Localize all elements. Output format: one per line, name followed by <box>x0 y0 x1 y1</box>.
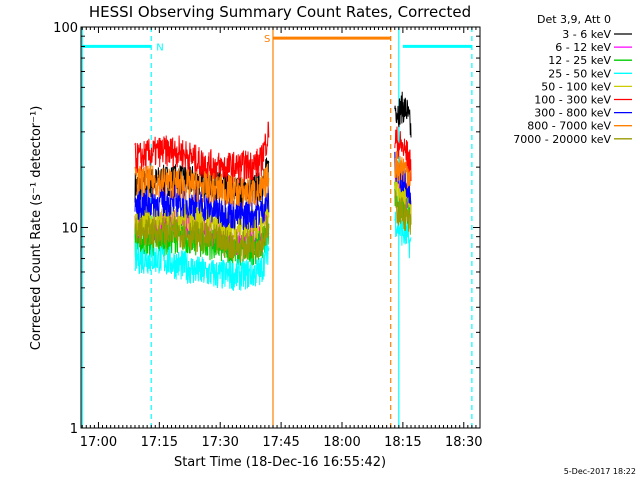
legend-label: 300 - 800 keV <box>534 107 611 120</box>
legend-label: 100 - 300 keV <box>534 94 611 107</box>
series-line <box>394 150 412 189</box>
series-line <box>394 170 412 222</box>
y-tick-label: 10 <box>61 222 78 237</box>
x-tick-label: 18:30 <box>445 435 482 450</box>
x-tick-label: 18:00 <box>323 435 360 450</box>
x-axis-label: Start Time (18-Dec-16 16:55:42) <box>174 455 386 470</box>
y-axis-label: Corrected Count Rate (s⁻¹ detector⁻¹) <box>29 106 44 351</box>
footer-date: 5-Dec-2017 18:22 <box>564 467 636 476</box>
series-line <box>394 91 412 138</box>
series-line <box>394 190 412 235</box>
legend-header: Det 3,9, Att 0 <box>537 13 611 26</box>
chart-title: HESSI Observing Summary Count Rates, Cor… <box>89 3 471 21</box>
legend-label: 25 - 50 keV <box>548 67 611 80</box>
x-tick-label: 17:30 <box>201 435 238 450</box>
series-line <box>134 237 270 291</box>
legend-label: 3 - 6 keV <box>562 28 611 41</box>
annotation-label: S <box>264 34 270 45</box>
legend-label: 6 - 12 keV <box>555 41 611 54</box>
legend-label: 800 - 7000 keV <box>527 120 611 133</box>
annotations: NS <box>82 34 472 53</box>
y-tick-label: 1 <box>70 422 78 437</box>
x-tick-label: 17:00 <box>80 435 117 450</box>
series-line <box>134 185 270 231</box>
series-line <box>134 121 270 184</box>
x-tick-label: 17:45 <box>262 435 299 450</box>
y-tick-label: 100 <box>53 21 78 36</box>
legend-label: 50 - 100 keV <box>541 80 611 93</box>
x-tick-label: 18:15 <box>384 435 421 450</box>
annotation-label: N <box>156 42 163 53</box>
series-line <box>134 215 270 263</box>
legend-label: 12 - 25 keV <box>548 54 611 67</box>
x-axis: 17:00 17:15 17:30 17:45 18:00 18:15 18:30 <box>80 27 482 450</box>
series-group <box>134 91 412 291</box>
series-line <box>394 126 412 182</box>
x-tick-label: 17:15 <box>141 435 178 450</box>
legend-label: 7000 - 20000 keV <box>513 133 611 146</box>
series-line <box>134 163 270 207</box>
y-axis: 1 10 100 <box>53 21 480 437</box>
